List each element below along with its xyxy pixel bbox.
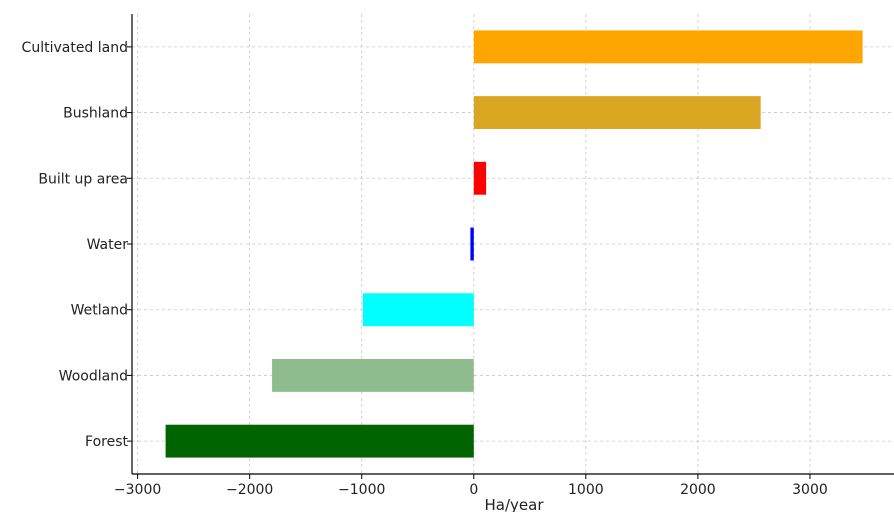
y-tick-label: Forest — [85, 434, 128, 450]
bar-wetland — [362, 293, 474, 327]
bar-forest — [165, 424, 474, 458]
axes: −3000 −2000 −1000 0 1000 2000 3000 Forest Woodla… — [22, 14, 894, 498]
x-tick-label: 1000 — [568, 482, 604, 498]
x-tick-label: −1000 — [338, 482, 385, 498]
x-tick-label: 3000 — [792, 482, 828, 498]
x-tick-label: −2000 — [226, 482, 273, 498]
bars — [165, 30, 863, 458]
x-tick-label: −3000 — [114, 482, 161, 498]
bar-built-up-area — [473, 161, 487, 195]
y-tick-label: Cultivated land — [22, 40, 128, 56]
x-tick-label: 2000 — [680, 482, 716, 498]
grid — [132, 14, 894, 474]
y-tick-label: Built up area — [38, 171, 128, 187]
y-tick-label: Water — [87, 237, 129, 253]
bar-cultivated-land — [473, 30, 863, 64]
y-tick-label: Bushland — [63, 106, 128, 122]
bar-bushland — [473, 96, 761, 129]
y-tick-label: Wetland — [71, 303, 128, 319]
bar-woodland — [272, 359, 474, 392]
x-axis-title: Ha/year — [485, 496, 545, 512]
bar-water — [470, 227, 474, 261]
y-tick-label: Woodland — [59, 368, 128, 384]
x-tick-label: 0 — [469, 482, 478, 498]
